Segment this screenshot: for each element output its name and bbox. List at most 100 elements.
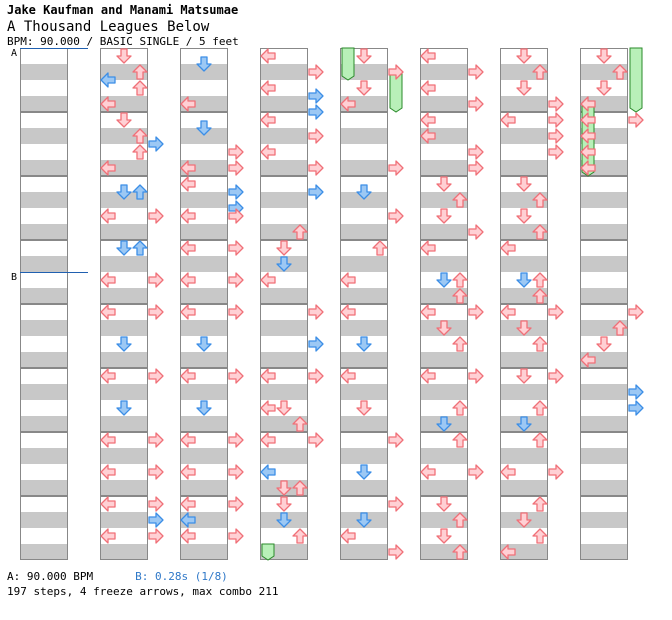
step-arrow-left <box>580 112 596 128</box>
step-arrow-left <box>100 72 116 88</box>
step-arrow-down <box>276 496 292 512</box>
measure-box <box>340 304 388 368</box>
measure-box <box>340 496 388 560</box>
step-arrow-left <box>180 160 196 176</box>
step-arrow-left <box>260 464 276 480</box>
step-arrow-right <box>468 224 484 240</box>
chart-column-5 <box>340 48 388 560</box>
step-arrow-left <box>500 112 516 128</box>
step-arrow-right <box>228 432 244 448</box>
step-arrow-left <box>340 528 356 544</box>
step-arrow-left <box>100 368 116 384</box>
step-arrow-right <box>388 432 404 448</box>
step-arrow-left <box>180 272 196 288</box>
measure-box <box>180 240 228 304</box>
step-arrow-down <box>276 480 292 496</box>
step-arrow-right <box>548 144 564 160</box>
step-arrow-left <box>420 48 436 64</box>
marker-label-A: A <box>11 48 17 59</box>
step-arrow-up <box>532 288 548 304</box>
step-arrow-right <box>628 400 644 416</box>
step-arrow-up <box>292 480 308 496</box>
step-arrow-right <box>228 368 244 384</box>
step-arrow-down <box>516 512 532 528</box>
measure-box <box>340 368 388 432</box>
step-arrow-right <box>228 528 244 544</box>
measure-box <box>100 496 148 560</box>
measure-box <box>180 432 228 496</box>
step-arrow-right <box>228 144 244 160</box>
measure-box <box>180 496 228 560</box>
measure-box <box>20 112 68 176</box>
step-arrow-down <box>276 256 292 272</box>
step-arrow-up <box>452 432 468 448</box>
step-arrow-left <box>260 48 276 64</box>
step-arrow-right <box>628 304 644 320</box>
step-arrow-right <box>308 304 324 320</box>
step-arrow-left <box>340 272 356 288</box>
step-arrow-up <box>452 336 468 352</box>
step-arrow-up <box>132 184 148 200</box>
step-arrow-down <box>196 400 212 416</box>
step-arrow-down <box>116 400 132 416</box>
step-arrow-left <box>260 144 276 160</box>
footer-bpm-line: A: 90.000 BPM B: 0.28s (1/8) <box>7 570 228 583</box>
step-arrow-right <box>388 208 404 224</box>
step-arrow-left <box>420 368 436 384</box>
step-arrow-down <box>516 176 532 192</box>
step-arrow-right <box>148 368 164 384</box>
step-arrow-right <box>468 304 484 320</box>
measure-box <box>580 368 628 432</box>
measure-box <box>420 112 468 176</box>
step-arrow-right <box>308 432 324 448</box>
measure-box <box>180 176 228 240</box>
step-arrow-down <box>356 80 372 96</box>
step-arrow-down <box>196 120 212 136</box>
step-arrow-left <box>100 272 116 288</box>
step-arrow-left <box>340 96 356 112</box>
step-arrow-up <box>372 240 388 256</box>
step-arrow-down <box>116 112 132 128</box>
step-arrow-left <box>180 432 196 448</box>
step-arrow-right <box>308 128 324 144</box>
step-arrow-right <box>468 160 484 176</box>
step-arrow-down <box>116 48 132 64</box>
step-arrow-right <box>228 240 244 256</box>
step-arrow-right <box>228 160 244 176</box>
step-arrow-left <box>500 240 516 256</box>
step-arrow-up <box>532 272 548 288</box>
step-arrow-left <box>420 80 436 96</box>
measure-box <box>180 48 228 112</box>
step-arrow-down <box>196 56 212 72</box>
step-arrow-up <box>532 528 548 544</box>
step-arrow-left <box>580 144 596 160</box>
step-arrow-left <box>180 512 196 528</box>
bpm-a-label: A: 90.000 BPM <box>7 570 94 583</box>
step-arrow-right <box>148 208 164 224</box>
measure-box <box>580 112 628 176</box>
measure-box <box>500 432 548 496</box>
step-arrow-left <box>180 464 196 480</box>
step-arrow-up <box>612 64 628 80</box>
measure-box <box>420 240 468 304</box>
measure-box <box>260 368 308 432</box>
measure-box <box>420 432 468 496</box>
step-arrow-right <box>228 464 244 480</box>
step-arrow-right <box>548 304 564 320</box>
step-arrow-right <box>468 368 484 384</box>
step-arrow-down <box>436 320 452 336</box>
measure-box <box>580 304 628 368</box>
step-arrow-left <box>100 528 116 544</box>
step-arrow-left <box>180 496 196 512</box>
step-arrow-up <box>532 432 548 448</box>
step-arrow-left <box>100 208 116 224</box>
step-arrow-down <box>276 400 292 416</box>
bpm-b-label: B: 0.28s (1/8) <box>135 570 228 583</box>
step-arrow-left <box>100 432 116 448</box>
measure-box <box>340 240 388 304</box>
step-arrow-up <box>452 544 468 560</box>
step-arrow-down <box>436 528 452 544</box>
measure-box <box>500 304 548 368</box>
step-arrow-left <box>580 128 596 144</box>
step-arrow-right <box>148 496 164 512</box>
